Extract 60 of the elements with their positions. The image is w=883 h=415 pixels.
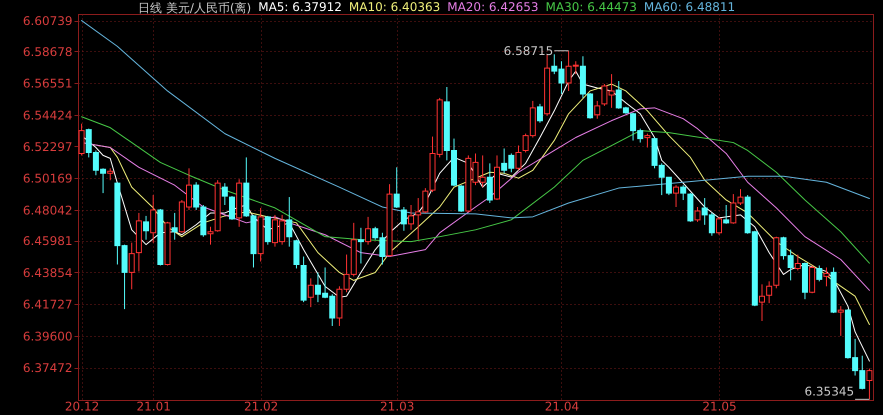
line-series [81, 20, 870, 218]
x-tick-label: 21.02 [244, 400, 278, 414]
y-tick-label: 6.45981 [22, 234, 72, 248]
y-tick-label: 6.41727 [22, 298, 72, 312]
candlestick [866, 368, 872, 400]
candlestick [644, 133, 650, 148]
y-tick-label: 6.56551 [22, 76, 72, 91]
candlestick [128, 242, 135, 290]
candlestick [723, 204, 730, 224]
candlestick [594, 100, 600, 120]
candlestick [308, 278, 314, 308]
candlestick [758, 284, 765, 322]
y-tick-label: 6.43854 [22, 266, 72, 280]
candlestick [394, 166, 400, 208]
annotation: 6.58715 [504, 44, 554, 58]
text: MA30: 6.44473 [546, 0, 637, 14]
candlestick [536, 103, 543, 124]
chart-title: 日线 美元/人民币(离) [138, 0, 252, 15]
y-tick-label: 6.54424 [22, 108, 72, 122]
candlestick [486, 162, 493, 204]
candlestick [293, 239, 300, 269]
y-tick-label: 6.58678 [22, 44, 72, 59]
candlestick [286, 196, 292, 248]
y-tick-label: 6.50169 [22, 172, 72, 186]
candlestick [150, 194, 156, 244]
line-series [81, 116, 870, 264]
text: MA20: 6.42653 [447, 0, 539, 14]
candlestick [816, 264, 822, 282]
candlestick [680, 184, 686, 201]
candlestick [766, 280, 772, 304]
candlestick [400, 206, 407, 232]
candlestick [365, 216, 372, 246]
candlestick [794, 254, 801, 271]
x-tick-label: 21.01 [136, 400, 171, 414]
candlestick [172, 212, 178, 240]
candlestick [107, 168, 114, 181]
candlestick [838, 306, 844, 336]
y-tick-label: 6.52297 [22, 140, 72, 154]
candlestick [222, 182, 228, 206]
text: MA10: 6.40363 [348, 0, 440, 14]
x-tick-label: 21.04 [544, 400, 580, 414]
text: MA5: 6.37912 [258, 0, 342, 14]
candlestick [716, 216, 722, 236]
annotation: 6.35345 [804, 384, 854, 398]
candlestick [694, 206, 701, 222]
x-tick-label: 20.12 [64, 400, 100, 414]
candlestick [515, 145, 522, 171]
candlestick [823, 266, 830, 287]
x-tick-label: 21.03 [380, 400, 414, 414]
candlestick [358, 227, 364, 264]
x-tick-label: 21.05 [702, 400, 737, 414]
candlestick [408, 204, 414, 230]
candlestick [143, 215, 150, 240]
y-tick-label: 6.37472 [22, 361, 72, 376]
candlestick [673, 184, 680, 208]
y-tick-label: 6.60739 [22, 14, 72, 28]
y-tick-label: 6.39600 [22, 329, 72, 344]
y-tick-label: 6.48042 [22, 203, 72, 218]
candlestick [228, 196, 235, 220]
text: MA60: 6.48811 [644, 0, 736, 14]
